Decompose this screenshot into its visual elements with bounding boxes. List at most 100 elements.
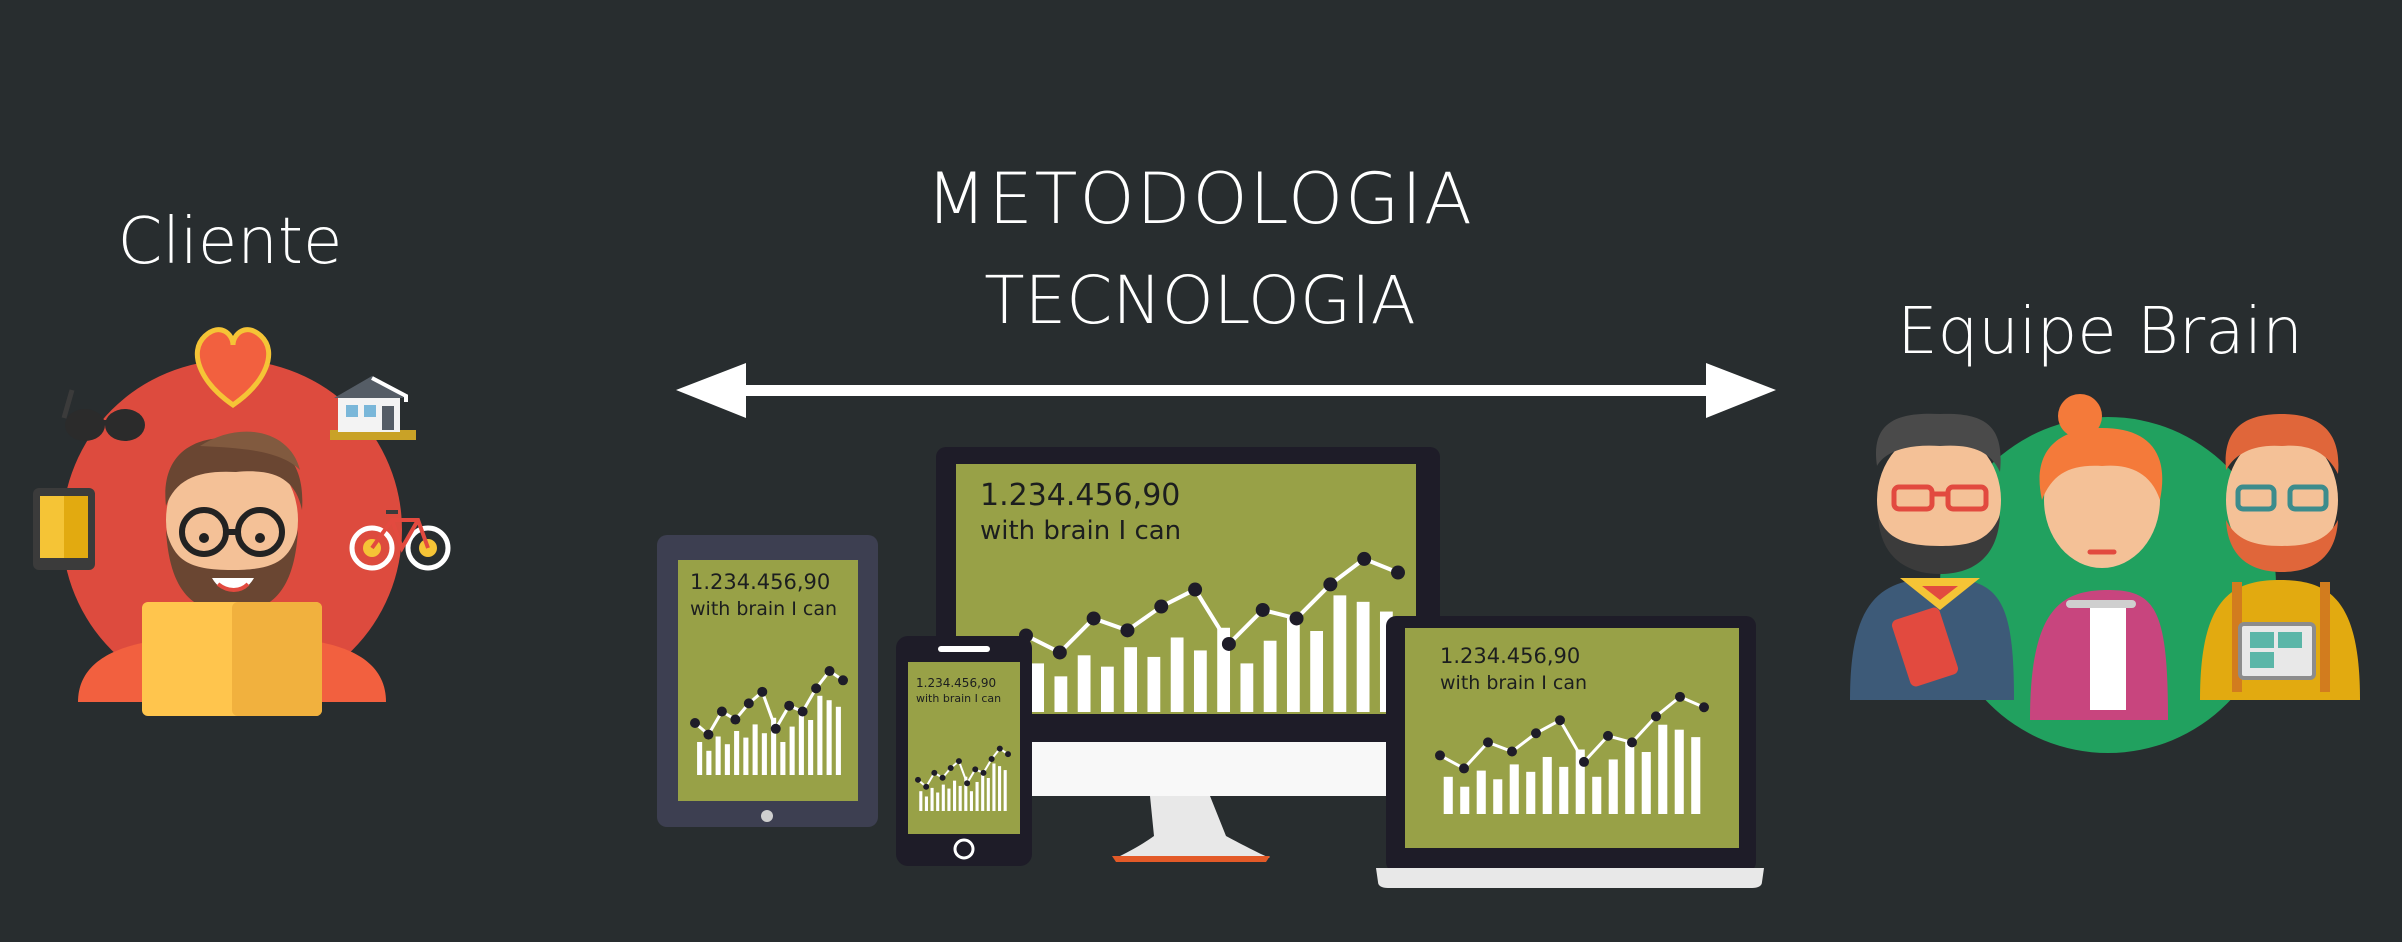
screen-bar (1509, 764, 1519, 814)
screen-point (1603, 730, 1613, 741)
phone-chart (915, 745, 1011, 811)
screen-bar (1286, 618, 1300, 712)
methodology-label: METODOLOGIA (926, 158, 1474, 240)
screen-bar (743, 737, 749, 775)
screen-bar (1193, 650, 1207, 712)
screen-point (757, 686, 768, 697)
screen-point (1221, 636, 1236, 651)
screen-bar (953, 780, 957, 811)
screen-bar (1100, 666, 1114, 712)
screen-bar (1333, 595, 1347, 712)
team-member-middle (2030, 394, 2168, 720)
screen-bar (1641, 752, 1651, 814)
screen-point (931, 769, 938, 776)
screen-point (1255, 602, 1270, 617)
screen-point (730, 714, 741, 725)
heart-icon (194, 327, 272, 409)
screen-bar (771, 717, 777, 775)
screen-point (1086, 611, 1101, 626)
screen-bar (924, 796, 928, 811)
screen-point (1699, 702, 1709, 713)
screen-point (988, 756, 995, 763)
screen-bar (697, 742, 703, 775)
laptop-device (1376, 616, 1764, 888)
screen-point (824, 666, 835, 677)
screen-bar (1310, 631, 1324, 712)
screen-point (703, 729, 714, 740)
screen-bar (969, 791, 973, 811)
screen-bar (1263, 640, 1277, 712)
team-illustration (1850, 394, 2360, 753)
screen-bar (998, 766, 1002, 811)
house-icon (330, 376, 416, 440)
tablet-caption: with brain I can (690, 598, 837, 620)
screen-point (716, 706, 727, 717)
screen-bar (1476, 770, 1486, 814)
tablet-icon (33, 488, 95, 570)
phone-value: 1.234.456,90 (916, 676, 997, 690)
screen-bar (958, 785, 962, 811)
screen-point (838, 675, 848, 686)
screen-point (1651, 711, 1661, 722)
screen-bar (1147, 656, 1161, 712)
screen-bar (1674, 729, 1684, 814)
screen-bar (936, 792, 940, 811)
screen-point (947, 765, 954, 772)
screen-bar (1124, 647, 1138, 712)
screen-point (743, 698, 754, 709)
laptop-value: 1.234.456,90 (1440, 644, 1581, 668)
screen-bar (1443, 776, 1453, 814)
screen-point (1555, 715, 1565, 726)
screen-bar (986, 778, 990, 811)
screen-bar (752, 724, 758, 775)
screen-point (1627, 737, 1637, 748)
screen-point (1531, 728, 1541, 739)
screen-point (964, 780, 971, 787)
screen-bar (1575, 749, 1585, 814)
screen-bar (1658, 724, 1668, 814)
screen-bar (780, 742, 786, 775)
screen-point (1459, 763, 1469, 774)
screen-point (972, 766, 979, 773)
phone-caption: with brain I can (916, 692, 1002, 705)
screen-bar (1691, 737, 1701, 814)
screen-bar (808, 720, 814, 775)
screen-bar (798, 711, 804, 775)
screen-bar (1625, 742, 1635, 814)
screen-point (1675, 691, 1685, 702)
screen-point (1507, 746, 1517, 757)
team-circle (1940, 417, 2276, 753)
screen-point (1120, 623, 1135, 638)
technology-label: TECNOLOGIA (984, 262, 1416, 339)
screen-bar (941, 784, 945, 811)
screen-point (1579, 756, 1589, 767)
laptop-caption: with brain I can (1440, 672, 1587, 694)
screen-point (1052, 645, 1067, 660)
screen-bar (1031, 663, 1045, 712)
screen-bar (1003, 770, 1007, 811)
screen-bar (1240, 663, 1254, 712)
screen-point (797, 706, 808, 717)
screen-bar (947, 788, 951, 811)
screen-bar (1460, 786, 1470, 814)
client-illustration (33, 327, 451, 716)
screen-bar (1542, 756, 1552, 814)
double-arrow-icon (676, 363, 1776, 418)
screen-bar (992, 763, 996, 811)
screen-bar (706, 750, 712, 775)
screen-point (1005, 751, 1011, 758)
screen-point (996, 745, 1003, 752)
team-member-left (1850, 413, 2014, 700)
screen-point (784, 700, 795, 711)
screen-bar (835, 706, 841, 775)
screen-point (1391, 565, 1405, 580)
monitor-caption: with brain I can (980, 516, 1182, 546)
screen-bar (734, 731, 740, 775)
screen-bar (715, 736, 721, 775)
screen-point (1188, 582, 1203, 597)
screen-bar (1526, 771, 1536, 814)
screen-bar (1608, 759, 1618, 814)
screen-bar (724, 744, 730, 775)
phone-device (896, 636, 1032, 866)
